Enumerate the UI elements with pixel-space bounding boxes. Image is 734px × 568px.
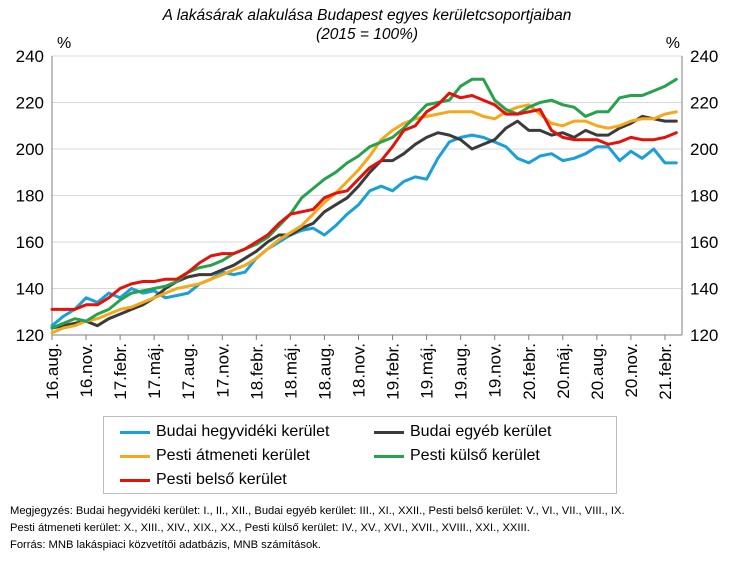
legend-item-pesti-atmeneti: Pesti átmeneti kerület [120, 445, 310, 467]
x-tick-label: 17.febr. [111, 343, 130, 400]
y-tick-label-left: 200 [16, 140, 44, 159]
series-line-0 [50, 133, 678, 328]
source-line: Forrás: MNB lakáspiaci közvetítői adatbá… [10, 539, 321, 551]
legend-swatch [120, 478, 150, 482]
chart-title-block: A lakásárak alakulása Budapest egyes ker… [0, 6, 734, 44]
x-tick-label: 21.febr. [656, 343, 675, 400]
note-line: Pesti átmeneti kerület: X., XIII., XIV.,… [10, 522, 530, 534]
y-tick-label-right: 180 [690, 187, 718, 206]
y-tick-label-right: 120 [690, 326, 718, 345]
legend-label: Pesti belső kerület [156, 471, 287, 488]
legend-label: Pesti átmeneti kerület [156, 447, 310, 464]
legend-item-budai-hegyvideki: Budai hegyvidéki kerület [120, 421, 329, 443]
series-line-4 [50, 91, 678, 311]
footnotes: Megjegyzés: Budai hegyvidéki kerület: I.… [10, 503, 625, 554]
legend-swatch [374, 454, 404, 458]
legend-item-budai-egyeb: Budai egyéb kerület [374, 421, 551, 443]
y-tick-label-right: 200 [690, 140, 718, 159]
x-tick-label: 20.aug. [588, 343, 607, 400]
note-line: Megjegyzés: Budai hegyvidéki kerület: I.… [10, 505, 625, 517]
legend-swatch [120, 454, 150, 458]
x-tick-label: 20.nov. [622, 343, 641, 398]
x-tick-label: 20.febr. [520, 343, 539, 400]
legend-swatch [374, 430, 404, 434]
x-tick-label: 18.aug. [315, 343, 334, 400]
line-chart: 120 120 140 140 160 160 180 180 200 200 220 220 240 2… [16, 35, 719, 400]
y-tick-label-right: 140 [690, 280, 718, 299]
legend-swatch [120, 430, 150, 434]
legend-label: Budai egyéb kerület [410, 423, 552, 440]
legend-item-pesti-belso: Pesti belső kerület [120, 469, 287, 491]
y-unit-left: % [57, 35, 71, 52]
y-tick-label-left: 240 [16, 47, 44, 66]
x-tick-label: 19.máj. [418, 343, 437, 399]
x-tick-label: 16.aug. [43, 343, 62, 400]
y-tick-label-right: 240 [690, 47, 718, 66]
legend-item-pesti-kulso: Pesti külső kerület [374, 445, 540, 467]
x-tick-label: 16.nov. [77, 343, 96, 398]
series-line-2 [50, 103, 678, 335]
x-tick-label: 17.nov. [213, 343, 232, 398]
y-tick-label-left: 160 [16, 233, 44, 252]
x-tick-label: 19.nov. [486, 343, 505, 398]
chart-title: A lakásárak alakulása Budapest egyes ker… [162, 7, 572, 24]
y-tick-label-left: 120 [16, 326, 44, 345]
x-tick-label: 19.febr. [384, 343, 403, 400]
y-tick-label-left: 140 [16, 280, 44, 299]
x-tick-label: 18.máj. [281, 343, 300, 399]
legend-label: Budai hegyvidéki kerület [156, 423, 330, 440]
series-line-3 [50, 77, 678, 330]
legend-label: Pesti külső kerület [410, 447, 540, 464]
y-tick-label-right: 220 [690, 94, 718, 113]
y-tick-label-right: 160 [690, 233, 718, 252]
chart-subtitle: (2015 = 100%) [315, 26, 419, 43]
x-tick-label: 20.máj. [554, 343, 573, 399]
y-tick-label-left: 180 [16, 187, 44, 206]
y-unit-right: % [666, 35, 680, 52]
x-tick-label: 17.máj. [145, 343, 164, 399]
x-tick-label: 18.nov. [349, 343, 368, 398]
y-tick-label-left: 220 [16, 94, 44, 113]
series-line-1 [50, 114, 678, 330]
x-tick-label: 18.febr. [247, 343, 266, 400]
legend: Budai hegyvidéki kerület Budai egyéb ker… [103, 416, 617, 494]
x-tick-label: 19.aug. [452, 343, 471, 400]
x-tick-label: 17.aug. [179, 343, 198, 400]
